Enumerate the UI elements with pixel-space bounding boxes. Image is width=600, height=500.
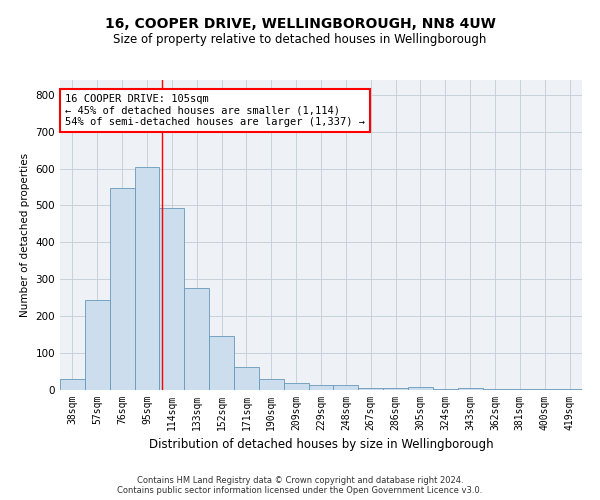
Text: 16, COOPER DRIVE, WELLINGBOROUGH, NN8 4UW: 16, COOPER DRIVE, WELLINGBOROUGH, NN8 4U… — [104, 18, 496, 32]
Text: Size of property relative to detached houses in Wellingborough: Size of property relative to detached ho… — [113, 32, 487, 46]
Text: 16 COOPER DRIVE: 105sqm
← 45% of detached houses are smaller (1,114)
54% of semi: 16 COOPER DRIVE: 105sqm ← 45% of detache… — [65, 94, 365, 127]
Bar — [85, 300, 110, 390]
Bar — [184, 288, 209, 390]
Y-axis label: Number of detached properties: Number of detached properties — [20, 153, 30, 317]
Bar — [308, 385, 334, 390]
Bar — [160, 208, 184, 390]
Bar — [408, 388, 433, 390]
Bar — [458, 388, 482, 390]
Bar — [334, 385, 358, 390]
Bar — [284, 384, 308, 390]
Text: Contains HM Land Registry data © Crown copyright and database right 2024.: Contains HM Land Registry data © Crown c… — [137, 476, 463, 485]
Bar — [259, 379, 284, 390]
Bar — [234, 367, 259, 390]
Bar — [508, 388, 532, 390]
Bar — [358, 388, 383, 390]
Bar — [110, 188, 134, 390]
Bar — [557, 388, 582, 390]
Bar — [60, 379, 85, 390]
X-axis label: Distribution of detached houses by size in Wellingborough: Distribution of detached houses by size … — [149, 438, 493, 452]
Text: Contains public sector information licensed under the Open Government Licence v3: Contains public sector information licen… — [118, 486, 482, 495]
Bar — [134, 166, 160, 390]
Bar — [383, 388, 408, 390]
Bar — [209, 336, 234, 390]
